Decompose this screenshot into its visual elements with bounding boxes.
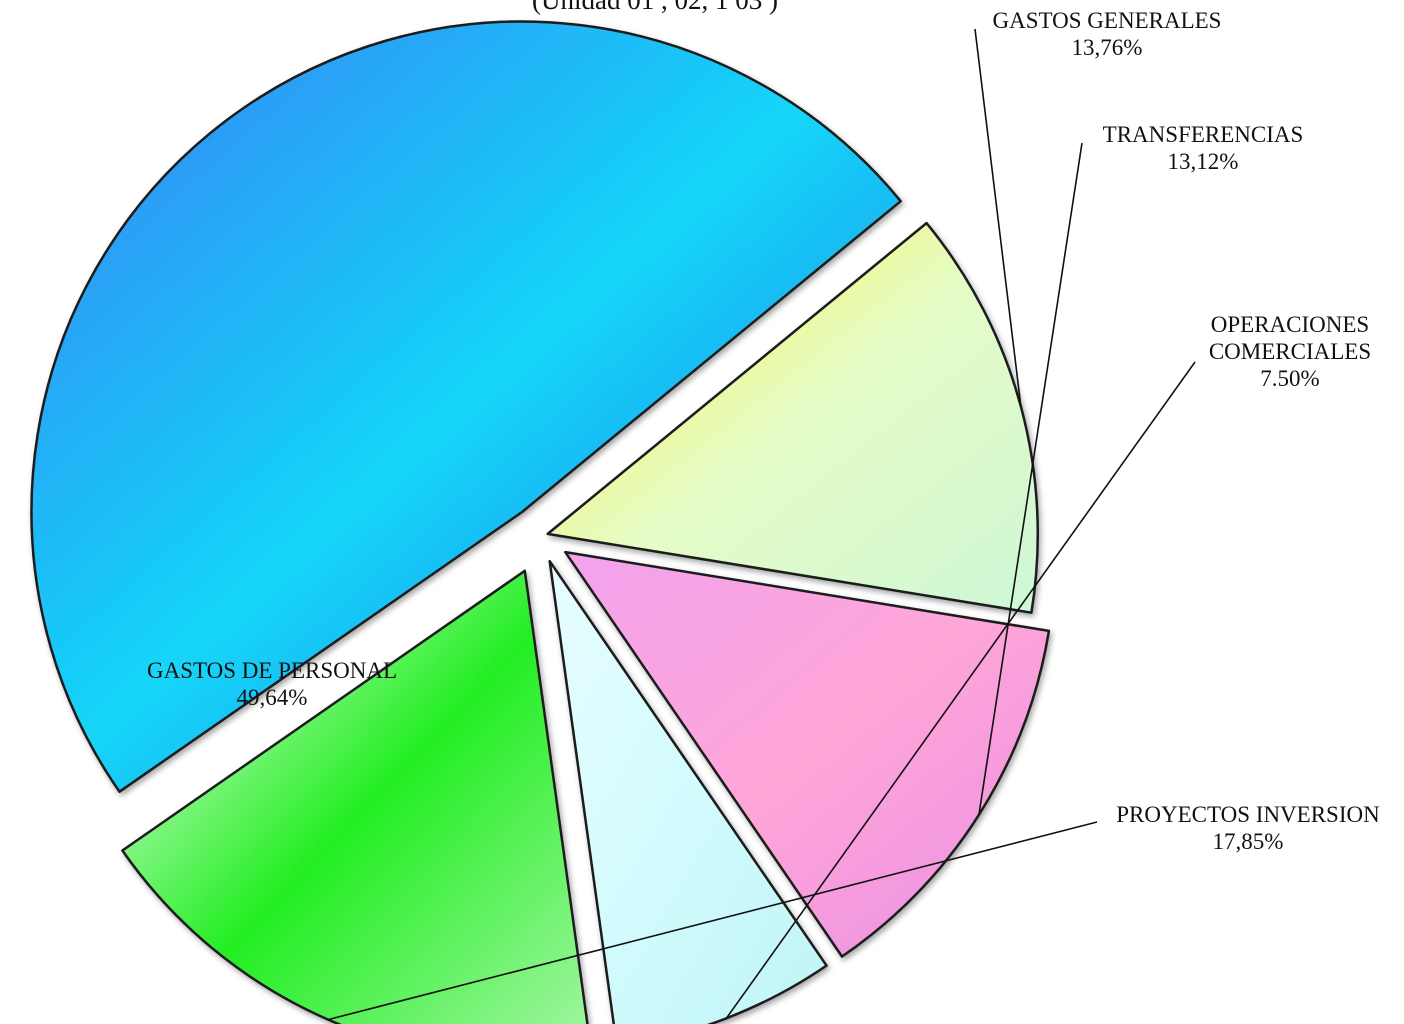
pie-slice-gastos-de-personal bbox=[30, 20, 902, 793]
pie-slices bbox=[30, 20, 1051, 1024]
chart-title: (Unidad 01 , 02, 1 03 ) bbox=[532, 0, 778, 15]
slice-labels: GASTOS DE PERSONAL 49,64% GASTOS GENERALES… bbox=[147, 8, 1380, 854]
label-gastos-generales: GASTOS GENERALES 13,76% bbox=[993, 8, 1222, 60]
leader-transferencias bbox=[978, 142, 1083, 816]
pie-slice-gastos-generales bbox=[546, 221, 1039, 614]
label-proyectos-inversion: PROYECTOS INVERSION 17,85% bbox=[1116, 802, 1380, 854]
label-gastos-de-personal: GASTOS DE PERSONAL 49,64% bbox=[147, 658, 397, 710]
pie-slice-transferencias bbox=[564, 550, 1051, 958]
label-transferencias: TRANSFERENCIAS 13,12% bbox=[1103, 122, 1304, 174]
pie-slice-proyectos-inversion bbox=[121, 569, 589, 1024]
leader-lines bbox=[327, 28, 1196, 1021]
label-operaciones-comerciales: OPERACIONES COMERCIALES 7.50% bbox=[1209, 312, 1371, 391]
leader-proyectos-inversion bbox=[327, 821, 1098, 1021]
leader-gastos-generales bbox=[974, 28, 1022, 407]
leader-operaciones-comerciales bbox=[725, 361, 1196, 1019]
pie-slice-operaciones-comerciales bbox=[548, 559, 828, 1024]
